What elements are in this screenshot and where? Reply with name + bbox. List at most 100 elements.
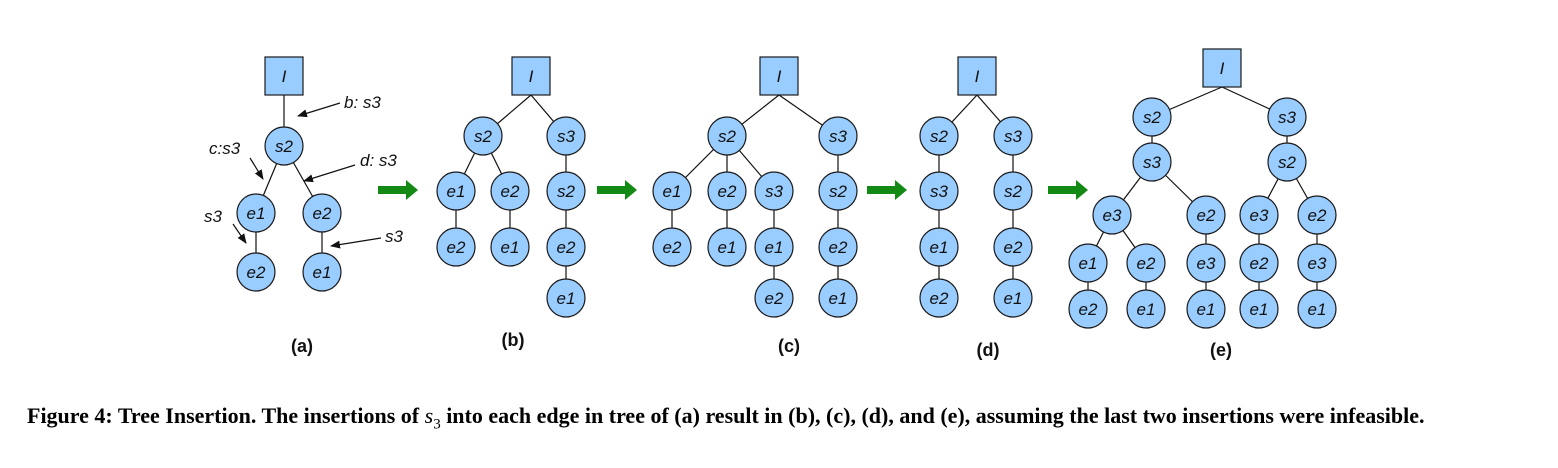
root-node-c: I [759,56,799,96]
svg-text:e1: e1 [447,182,466,201]
tree-node-c-e2: e2 [652,227,692,267]
tree-node-c-e2: e2 [707,171,747,211]
tree-node-e-e2: e2 [1126,243,1166,283]
svg-text:s2: s2 [829,182,848,201]
panel-labels: (a) (b) (c) (d) (e) [291,330,1232,360]
tree-node-c-s3: s3 [754,171,794,211]
annotation-b: b: s3 [344,93,381,112]
tree-node-b-e2: e2 [490,171,530,211]
root-node-a: I [264,56,304,96]
tree-node-e-e3: e3 [1092,195,1132,235]
tree-node-d-e2: e2 [993,227,1033,267]
root-node-d: I [957,56,997,96]
svg-text:e2: e2 [765,289,784,308]
svg-text:s3: s3 [1143,153,1162,172]
tree-node-d-e1: e1 [993,278,1033,318]
svg-text:s2: s2 [1004,182,1023,201]
tree-node-e-e2: e2 [1186,195,1226,235]
svg-text:e2: e2 [1250,254,1269,273]
svg-text:s2: s2 [718,127,737,146]
step-arrow-1 [378,180,418,200]
svg-text:e1: e1 [765,238,784,257]
annotation-c: c:s3 [209,139,241,158]
svg-text:e1: e1 [313,263,332,282]
step-arrows [378,180,1088,200]
svg-text:e1: e1 [501,238,520,257]
svg-text:e1: e1 [1079,254,1098,273]
tree-node-b-e1: e1 [436,171,476,211]
annotations: b: s3 c:s3 d: s3 s3 s3 [204,93,404,249]
svg-text:e1: e1 [1137,300,1156,319]
tree-node-c-e1: e1 [707,227,747,267]
svg-text:e2: e2 [1079,300,1098,319]
svg-text:e1: e1 [930,238,949,257]
tree-node-c-s2: s2 [707,116,747,156]
tree-node-e-e3: e3 [1297,243,1337,283]
svg-text:e2: e2 [1004,238,1023,257]
svg-text:I: I [1220,59,1225,78]
svg-text:e2: e2 [930,289,949,308]
tree-node-b-e1: e1 [490,227,530,267]
tree-node-d-s3: s3 [919,171,959,211]
tree-node-c-e2: e2 [818,227,858,267]
tree-node-e-e1: e1 [1186,289,1226,329]
tree-node-e-e3: e3 [1186,243,1226,283]
tree-node-e-s3: s3 [1132,142,1172,182]
caption-suffix: into each edge in tree of (a) result in … [440,403,1425,428]
panel-label-a: (a) [291,336,313,356]
tree-node-a-s2: s2 [264,126,304,166]
tree-node-c-s3: s3 [818,116,858,156]
svg-text:e1: e1 [1004,289,1023,308]
annotation-s3-right: s3 [385,227,404,246]
tree-node-e-e2: e2 [1297,195,1337,235]
tree-node-b-s3: s3 [546,116,586,156]
svg-text:e2: e2 [663,238,682,257]
caption-prefix: Figure 4: Tree Insertion. The insertions… [27,403,425,428]
svg-text:s2: s2 [275,137,294,156]
root-node-e: I [1202,48,1242,88]
tree-node-e-s3: s3 [1267,97,1307,137]
tree-node-a-e1: e1 [302,252,342,292]
svg-text:s3: s3 [930,182,949,201]
svg-text:s2: s2 [474,127,493,146]
svg-text:s2: s2 [557,182,576,201]
tree-node-d-e2: e2 [919,278,959,318]
caption-symbol-letter: s [424,403,434,428]
svg-text:s2: s2 [930,127,949,146]
tree-node-e-e1: e1 [1297,289,1337,329]
tree-node-a-e2: e2 [302,193,342,233]
tree-node-c-s2: s2 [818,171,858,211]
svg-text:s3: s3 [557,127,576,146]
svg-text:e1: e1 [718,238,737,257]
svg-text:e2: e2 [1308,206,1327,225]
tree-node-b-e2: e2 [436,227,476,267]
tree-node-c-e1: e1 [754,227,794,267]
svg-text:s3: s3 [1278,108,1297,127]
panel-label-c: (c) [778,336,800,356]
tree-node-e-e2: e2 [1068,289,1108,329]
step-arrow-2 [597,180,637,200]
svg-text:I: I [975,67,980,86]
caption-symbol-subscript: 3 [433,416,441,433]
svg-text:s2: s2 [1143,108,1162,127]
tree-node-d-s3: s3 [993,116,1033,156]
tree-node-e-e1: e1 [1068,243,1108,283]
svg-text:e3: e3 [1308,254,1327,273]
step-arrow-3 [867,180,907,200]
tree-node-b-s2: s2 [463,116,503,156]
tree-node-d-s2: s2 [919,116,959,156]
caption-symbol: s3 [424,403,441,432]
svg-text:e1: e1 [557,289,576,308]
panel-label-b: (b) [502,330,525,350]
figure-caption: Figure 4: Tree Insertion. The insertions… [27,402,1542,438]
tree-node-b-e2: e2 [546,227,586,267]
tree-node-a-e1: e1 [236,193,276,233]
svg-text:e1: e1 [247,204,266,223]
annotation-d: d: s3 [360,151,397,170]
svg-text:e3: e3 [1250,206,1269,225]
tree-node-e-s2: s2 [1132,97,1172,137]
svg-text:e1: e1 [1308,300,1327,319]
annotation-s3-left: s3 [204,207,223,226]
tree-node-a-e2: e2 [236,252,276,292]
tree-node-e-e3: e3 [1239,195,1279,235]
